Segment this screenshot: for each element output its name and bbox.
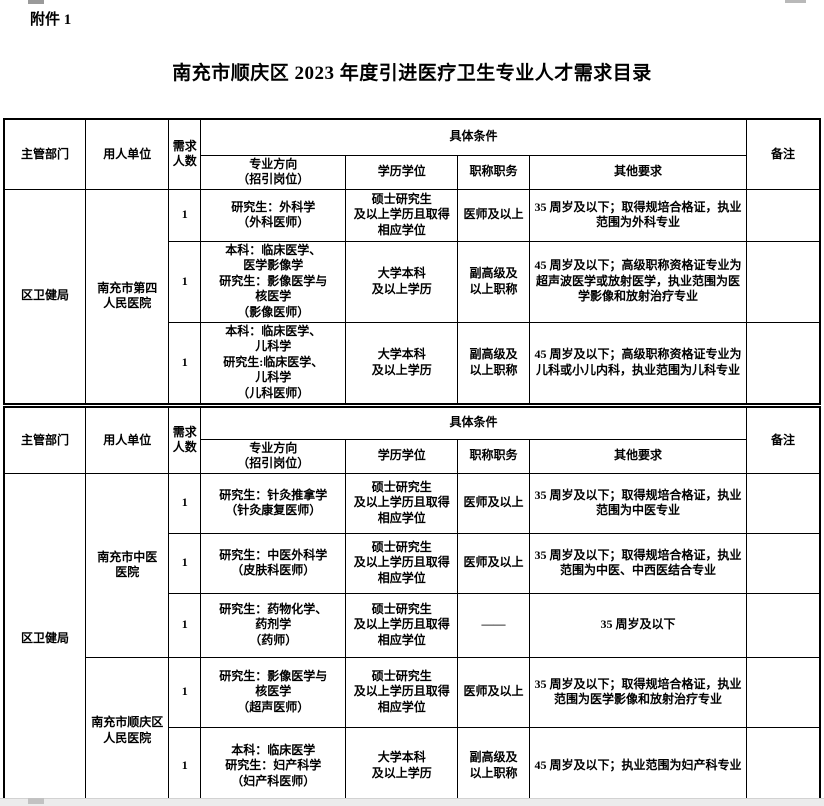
remark-cell xyxy=(746,656,821,728)
table-header-row-1: 主管部门 用人单位 需求 人数 具体条件 备注 xyxy=(3,406,821,474)
header-remark: 备注 xyxy=(746,406,821,474)
count-cell: 1 xyxy=(168,240,202,323)
header-conditions-group: 具体条件 xyxy=(200,118,747,156)
employer-cell: 南充市中医 医院 xyxy=(85,472,170,658)
degree-cell: 硕士研究生 及以上学历且取得 相应学位 xyxy=(345,188,459,242)
remark-cell xyxy=(746,240,821,323)
table-row: 1 研究生：药物化学、 药剂学 （药师） 硕士研究生 及以上学历且取得 相应学位… xyxy=(4,592,821,658)
page-edge-mark-top-right xyxy=(785,0,806,3)
header-title: 职称职务 xyxy=(457,154,530,190)
header-count: 需求 人数 xyxy=(168,118,202,190)
remark-cell xyxy=(746,532,821,594)
other-cell: 35 周岁及以下；取得规培合格证，执业范围为中医、中西医结合专业 xyxy=(528,532,748,594)
other-cell: 45 周岁及以下；高级职称资格证专业为儿科或小儿内科，执业范围为儿科专业 xyxy=(528,321,748,405)
degree-cell: 大学本科 及以上学历 xyxy=(345,321,459,405)
header-remark: 备注 xyxy=(746,118,821,190)
requirements-table-2: 主管部门 用人单位 需求 人数 具体条件 备注 专业方向 （招引岗位） 学历学位… xyxy=(3,406,821,806)
count-cell: 1 xyxy=(168,532,202,594)
table-header-row-2: 专业方向 （招引岗位） 学历学位 职称职务 其他要求 xyxy=(4,154,820,190)
header-other: 其他要求 xyxy=(528,438,748,474)
header-dept: 主管部门 xyxy=(3,406,87,474)
other-cell: 45 周岁及以下；高级职称资格证专业为超声波医学或放射医学，执业范围为医学影像和… xyxy=(528,240,748,323)
header-degree: 学历学位 xyxy=(345,438,459,474)
remark-cell xyxy=(746,321,821,405)
major-cell: 研究生：中医外科学 （皮肤科医师） xyxy=(200,532,347,594)
other-cell: 35 周岁及以下；取得规培合格证，执业范围为外科专业 xyxy=(528,188,748,242)
remark-cell xyxy=(746,592,821,658)
title-cell: 医师及以上 xyxy=(457,532,530,594)
dept-cell: 区卫健局 xyxy=(3,188,87,405)
title-cell: 副高级及 以上职称 xyxy=(457,321,530,405)
requirements-table-1: 主管部门 用人单位 需求 人数 具体条件 备注 专业方向 （招引岗位） 学历学位… xyxy=(3,118,821,405)
header-degree: 学历学位 xyxy=(345,154,459,190)
major-cell: 研究生：针灸推拿学 （针灸康复医师） xyxy=(200,472,347,534)
header-major: 专业方向 （招引岗位） xyxy=(200,438,347,474)
header-count: 需求 人数 xyxy=(168,406,202,474)
count-cell: 1 xyxy=(168,472,202,534)
remark-cell xyxy=(746,188,821,242)
major-cell: 研究生：药物化学、 药剂学 （药师） xyxy=(200,592,347,658)
title-cell: 医师及以上 xyxy=(457,472,530,534)
other-cell: 35 周岁及以下 xyxy=(528,592,748,658)
attachment-label: 附件 1 xyxy=(30,12,72,28)
major-cell: 本科：临床医学、 医学影像学 研究生：影像医学与 核医学 （影像医师） xyxy=(200,240,347,323)
title-cell: —— xyxy=(457,592,530,658)
degree-cell: 大学本科 及以上学历 xyxy=(345,726,459,806)
major-cell: 研究生：影像医学与 核医学 （超声医师） xyxy=(200,656,347,728)
other-cell: 35 周岁及以下；取得规培合格证，执业范围为中医专业 xyxy=(528,472,748,534)
major-cell: 研究生：外科学 （外科医师） xyxy=(200,188,347,242)
other-cell: 45 周岁及以下；执业范围为妇产科专业 xyxy=(528,726,748,806)
title-cell: 医师及以上 xyxy=(457,656,530,728)
table-row: 南充市顺庆区 人民医院 1 研究生：影像医学与 核医学 （超声医师） 硕士研究生… xyxy=(4,656,821,806)
other-cell: 35 周岁及以下；取得规培合格证，执业范围为医学影像和放射治疗专业 xyxy=(528,656,748,728)
count-cell: 1 xyxy=(168,726,202,806)
header-employer: 用人单位 xyxy=(85,406,170,474)
header-other: 其他要求 xyxy=(528,154,748,190)
table-header-row-1: 主管部门 用人单位 需求 人数 具体条件 备注 xyxy=(3,118,821,190)
degree-cell: 大学本科 及以上学历 xyxy=(345,240,459,323)
title-cell: 医师及以上 xyxy=(457,188,530,242)
header-major: 专业方向 （招引岗位） xyxy=(200,154,347,190)
employer-cell: 南充市顺庆区 人民医院 xyxy=(85,656,170,806)
page-title: 南充市顺庆区 2023 年度引进医疗卫生专业人才需求目录 xyxy=(172,63,652,84)
count-cell: 1 xyxy=(168,656,202,728)
dept-cell: 区卫健局 xyxy=(3,472,87,806)
count-cell: 1 xyxy=(168,321,202,405)
title-cell: 副高级及 以上职称 xyxy=(457,240,530,323)
header-employer: 用人单位 xyxy=(85,118,170,190)
major-cell: 本科：临床医学 研究生：妇产科学 （妇产科医师） xyxy=(200,726,347,806)
table-row: 1 本科：临床医学 研究生：妇产科学 （妇产科医师） 大学本科 及以上学历 副高… xyxy=(4,726,821,806)
remark-cell xyxy=(746,726,821,806)
degree-cell: 硕士研究生 及以上学历且取得 相应学位 xyxy=(345,472,459,534)
table-row: 1 本科：临床医学、 儿科学 研究生:临床医学、 儿科学 （儿科医师） 大学本科… xyxy=(4,321,821,405)
degree-cell: 硕士研究生 及以上学历且取得 相应学位 xyxy=(345,592,459,658)
page-boundary-strip xyxy=(0,798,824,806)
page-edge-mark-top-left xyxy=(28,0,44,4)
degree-cell: 硕士研究生 及以上学历且取得 相应学位 xyxy=(345,656,459,728)
table-row: 区卫健局 南充市中医 医院 1 研究生：针灸推拿学 （针灸康复医师） 硕士研究生… xyxy=(3,472,821,806)
degree-cell: 硕士研究生 及以上学历且取得 相应学位 xyxy=(345,532,459,594)
major-cell: 本科：临床医学、 儿科学 研究生:临床医学、 儿科学 （儿科医师） xyxy=(200,321,347,405)
table-header-row-2: 专业方向 （招引岗位） 学历学位 职称职务 其他要求 xyxy=(4,438,820,474)
title-cell: 副高级及 以上职称 xyxy=(457,726,530,806)
header-title: 职称职务 xyxy=(457,438,530,474)
count-cell: 1 xyxy=(168,592,202,658)
table-row: 区卫健局 南充市第四 人民医院 1 研究生：外科学 （外科医师） 硕士研究生 及… xyxy=(3,188,821,405)
table-row: 1 本科：临床医学、 医学影像学 研究生：影像医学与 核医学 （影像医师） 大学… xyxy=(4,240,821,323)
count-cell: 1 xyxy=(168,188,202,242)
employer-cell: 南充市第四 人民医院 xyxy=(85,188,170,405)
table-row: 1 研究生：中医外科学 （皮肤科医师） 硕士研究生 及以上学历且取得 相应学位 … xyxy=(4,532,821,594)
header-conditions-group: 具体条件 xyxy=(200,406,747,440)
remark-cell xyxy=(746,472,821,534)
page-edge-mark-bottom-left xyxy=(28,798,44,804)
header-dept: 主管部门 xyxy=(3,118,87,190)
